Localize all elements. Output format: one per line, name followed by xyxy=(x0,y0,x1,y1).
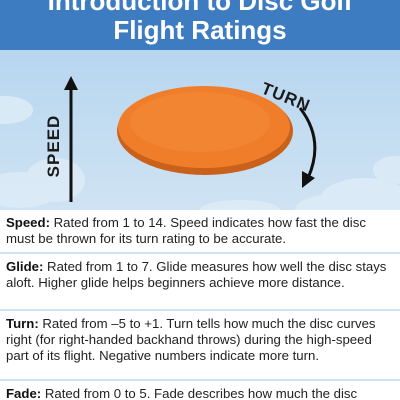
turn-arrow-icon xyxy=(298,107,317,188)
speed-arrow-icon xyxy=(64,76,78,202)
rating-description: Rated from –5 to +1. Turn tells how much… xyxy=(6,316,376,363)
hero-illustration: SPEED TURN xyxy=(0,50,400,210)
rating-description: Rated from 0 to 5. Fade describes how mu… xyxy=(44,386,358,400)
rating-term: Turn: xyxy=(6,316,39,331)
rating-card-glide: Glide: Rated from 1 to 7. Glide measures… xyxy=(0,254,400,309)
title-banner: Introduction to Disc Golf Flight Ratings xyxy=(0,0,400,50)
rating-term: Glide: xyxy=(6,259,44,274)
rating-card-fade: Fade: Rated from 0 to 5. Fade describes … xyxy=(0,381,400,400)
speed-axis-label: SPEED xyxy=(44,114,63,178)
rating-description: Rated from 1 to 7. Glide measures how we… xyxy=(6,259,387,290)
rating-description: Rated from 1 to 14. Speed indicates how … xyxy=(6,215,366,246)
disc-icon xyxy=(117,86,293,175)
rating-term: Speed: xyxy=(6,215,50,230)
page-title-line-2: Flight Ratings xyxy=(113,15,287,45)
rating-card-speed: Speed: Rated from 1 to 14. Speed indicat… xyxy=(0,210,400,252)
rating-term: Fade: xyxy=(6,386,42,400)
rating-card-turn: Turn: Rated from –5 to +1. Turn tells ho… xyxy=(0,311,400,379)
page-title-line-1: Introduction to Disc Golf xyxy=(47,0,353,16)
hero-graphic xyxy=(0,76,400,210)
